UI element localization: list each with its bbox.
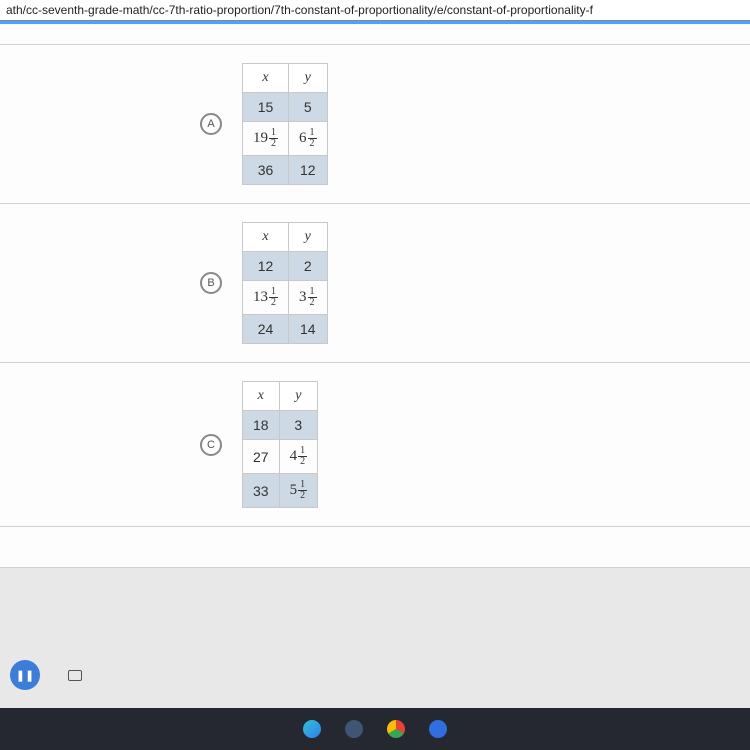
table-row: 12 2: [243, 252, 328, 281]
x-cell: 27: [243, 440, 280, 474]
pause-icon: ❚❚: [16, 669, 34, 682]
y-cell: 3: [279, 411, 318, 440]
table-row: 1312 312: [243, 281, 328, 315]
option-row[interactable]: Axy 15 5 1912 612 36 12: [0, 44, 750, 204]
question-content: Axy 15 5 1912 612 36 12 Bxy 12 2 1312 31…: [0, 24, 750, 568]
pause-button[interactable]: ❚❚: [10, 660, 40, 690]
y-cell: 14: [289, 315, 328, 344]
x-cell: 12: [243, 252, 289, 281]
col-header: x: [243, 382, 280, 411]
x-cell: 18: [243, 411, 280, 440]
x-cell: 1912: [243, 122, 289, 156]
col-header: y: [289, 64, 328, 93]
option-row[interactable]: Bxy 12 2 1312 312 24 14: [0, 204, 750, 363]
table-row: 15 5: [243, 93, 328, 122]
camera-icon[interactable]: [429, 720, 447, 738]
table-row: 18 3: [243, 411, 318, 440]
table-row: 27 412: [243, 440, 318, 474]
taskbar: [0, 708, 750, 750]
calc-icon[interactable]: [345, 720, 363, 738]
col-header: x: [243, 223, 289, 252]
url-bar: ath/cc-seventh-grade-math/cc-7th-ratio-p…: [0, 0, 750, 21]
xy-table: xy 12 2 1312 312 24 14: [242, 222, 328, 344]
col-header: y: [279, 382, 318, 411]
y-cell: 612: [289, 122, 328, 156]
edge-icon[interactable]: [303, 720, 321, 738]
col-header: x: [243, 64, 289, 93]
x-cell: 24: [243, 315, 289, 344]
chrome-icon[interactable]: [387, 720, 405, 738]
option-badge[interactable]: C: [200, 434, 222, 456]
option-row[interactable]: Cxy 18 3 27 412 33 512: [0, 363, 750, 527]
xy-table: xy 18 3 27 412 33 512: [242, 381, 318, 508]
table-row: 33 512: [243, 474, 318, 508]
option-badge[interactable]: A: [200, 113, 222, 135]
window-icon[interactable]: [68, 670, 82, 681]
table-row: 1912 612: [243, 122, 328, 156]
y-cell: 2: [289, 252, 328, 281]
url-text: ath/cc-seventh-grade-math/cc-7th-ratio-p…: [6, 3, 593, 17]
y-cell: 12: [289, 156, 328, 185]
y-cell: 412: [279, 440, 318, 474]
y-cell: 312: [289, 281, 328, 315]
table-row: 36 12: [243, 156, 328, 185]
x-cell: 33: [243, 474, 280, 508]
y-cell: 5: [289, 93, 328, 122]
option-badge[interactable]: B: [200, 272, 222, 294]
col-header: y: [289, 223, 328, 252]
table-row: 24 14: [243, 315, 328, 344]
y-cell: 512: [279, 474, 318, 508]
x-cell: 1312: [243, 281, 289, 315]
x-cell: 15: [243, 93, 289, 122]
xy-table: xy 15 5 1912 612 36 12: [242, 63, 328, 185]
x-cell: 36: [243, 156, 289, 185]
